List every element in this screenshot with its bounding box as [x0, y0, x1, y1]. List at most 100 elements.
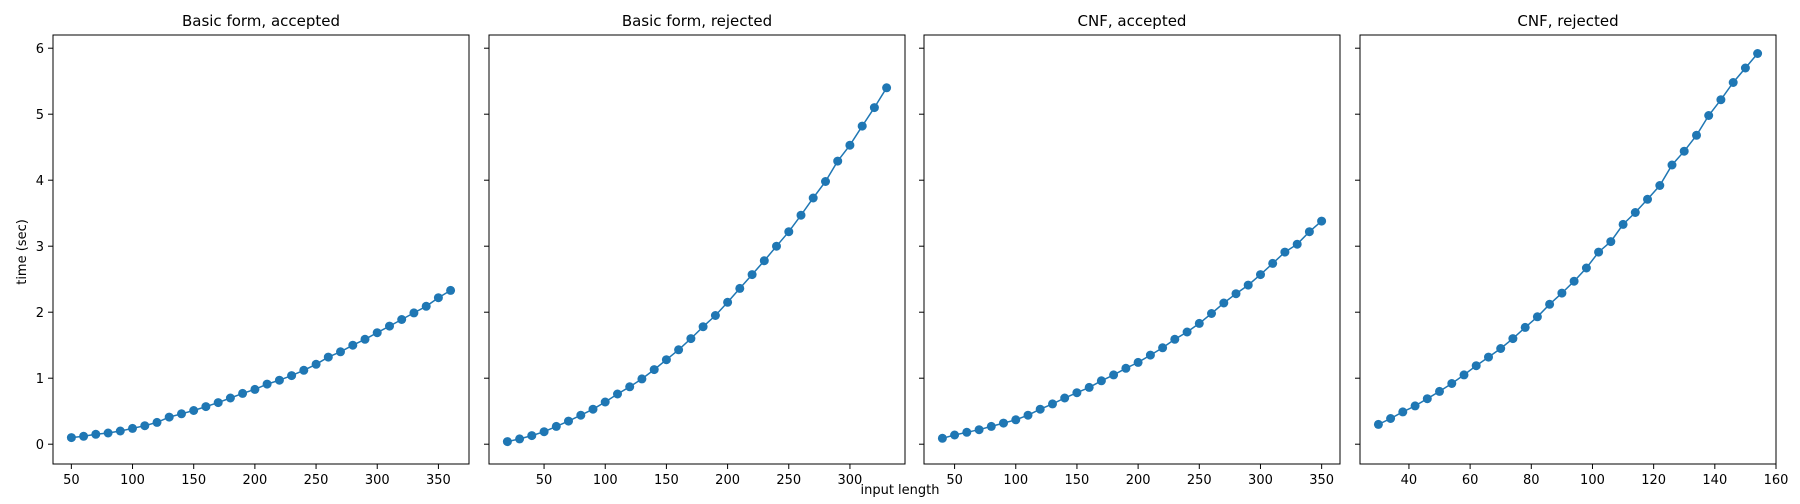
- data-point: [723, 297, 733, 307]
- x-tick-label: 120: [1641, 473, 1666, 488]
- data-point: [869, 103, 879, 113]
- data-point: [397, 315, 407, 324]
- data-point: [1084, 382, 1094, 392]
- data-point: [1594, 247, 1604, 257]
- data-point: [1243, 280, 1253, 290]
- data-point: [103, 428, 113, 438]
- data-point: [213, 398, 223, 408]
- data-point: [1373, 419, 1383, 429]
- data-point: [1435, 386, 1444, 396]
- data-point: [1508, 334, 1518, 344]
- data-point: [140, 421, 150, 431]
- data-point: [1170, 334, 1180, 344]
- x-tick-label: 40: [1401, 473, 1418, 488]
- data-point: [1618, 219, 1628, 229]
- data-point: [225, 393, 235, 403]
- x-tick-label: 350: [1309, 473, 1334, 488]
- series-line: [942, 220, 1323, 440]
- data-point: [1109, 370, 1119, 380]
- x-tick-label: 50: [63, 473, 80, 488]
- data-point: [527, 431, 537, 441]
- x-tick-label: 300: [838, 473, 863, 488]
- data-point: [1060, 393, 1070, 403]
- data-point: [1292, 239, 1302, 249]
- data-point: [986, 421, 996, 431]
- data-point: [299, 365, 309, 375]
- y-tick-label: 5: [36, 108, 44, 123]
- data-point: [311, 359, 321, 369]
- data-point: [1410, 401, 1420, 411]
- data-point: [238, 388, 248, 398]
- data-point: [164, 412, 174, 422]
- data-point: [177, 409, 186, 419]
- data-point: [250, 384, 260, 394]
- data-point: [950, 430, 960, 440]
- subplot-2: Basic form, rejected 50 100 150 200 250 300: [484, 12, 906, 488]
- data-point: [686, 334, 696, 344]
- x-tick-label: 250: [1187, 473, 1212, 488]
- subplot-title: Basic form, rejected: [622, 12, 772, 30]
- data-point: [974, 425, 984, 435]
- data-point: [1256, 270, 1265, 280]
- x-tick-label: 350: [426, 473, 451, 488]
- data-point: [821, 177, 830, 186]
- x-tick-label: 250: [776, 473, 801, 488]
- x-tick-label: 200: [1126, 473, 1151, 488]
- x-tick-label: 80: [1523, 473, 1540, 488]
- data-point: [1532, 312, 1542, 322]
- data-point: [1207, 309, 1216, 318]
- x-tick-label: 200: [715, 473, 740, 488]
- subplot-title: CNF, rejected: [1517, 12, 1618, 30]
- data-point: [1145, 350, 1155, 360]
- data-point: [360, 334, 370, 344]
- x-tick-label: 100: [1003, 473, 1028, 488]
- data-point: [348, 340, 358, 350]
- data-point: [600, 397, 610, 407]
- data-point: [674, 345, 684, 355]
- x-tick-label: 300: [1248, 473, 1273, 488]
- data-point: [698, 322, 708, 332]
- data-point: [1471, 361, 1481, 371]
- data-point: [845, 140, 855, 150]
- data-point: [1182, 327, 1192, 337]
- data-point: [759, 256, 769, 266]
- data-point: [649, 365, 659, 375]
- data-point: [857, 121, 867, 131]
- data-point: [1386, 414, 1396, 423]
- x-tick-label: 150: [1065, 473, 1090, 488]
- y-tick-label: 6: [36, 42, 44, 57]
- data-point: [1011, 415, 1021, 425]
- data-point: [502, 437, 512, 447]
- data-point: [1655, 181, 1665, 190]
- x-tick-label: 60: [1462, 473, 1479, 488]
- data-point: [1692, 130, 1701, 140]
- subplot-4: CNF, rejected 40 60 80 100 120 140 160: [1355, 12, 1788, 488]
- data-point: [1520, 322, 1530, 332]
- data-point: [1459, 370, 1469, 380]
- data-point: [1194, 318, 1204, 328]
- subplot-title: Basic form, accepted: [182, 12, 340, 30]
- data-point: [1317, 216, 1327, 226]
- data-point: [710, 311, 720, 320]
- data-point: [962, 427, 972, 437]
- data-point: [1096, 376, 1106, 386]
- data-point: [1023, 410, 1033, 420]
- data-point: [1133, 357, 1143, 367]
- data-point: [588, 404, 598, 414]
- series-line: [1378, 53, 1759, 426]
- data-point: [1667, 160, 1677, 170]
- data-point: [833, 156, 843, 166]
- plot-frame: [488, 34, 906, 465]
- data-point: [882, 83, 892, 93]
- data-point: [1606, 237, 1616, 247]
- data-point: [115, 426, 125, 436]
- x-tick-label: 150: [181, 473, 206, 488]
- data-point: [772, 241, 781, 251]
- data-point: [613, 389, 622, 399]
- data-point: [1072, 388, 1082, 398]
- x-tick-label: 50: [946, 473, 963, 488]
- data-point: [66, 433, 76, 443]
- data-point: [1304, 227, 1314, 237]
- y-tick-label: 2: [36, 306, 44, 321]
